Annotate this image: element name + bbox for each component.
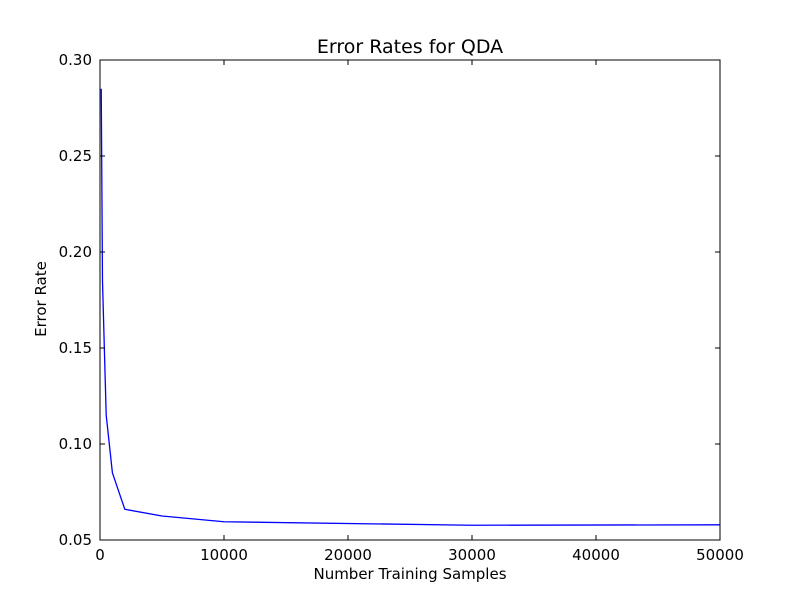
x-tick-label: 10000 xyxy=(200,546,248,564)
x-tick-label: 0 xyxy=(95,546,105,564)
y-tick-label: 0.30 xyxy=(59,51,92,69)
y-tick-label: 0.20 xyxy=(59,243,92,261)
chart-title: Error Rates for QDA xyxy=(317,36,503,58)
plot-frame xyxy=(99,59,721,541)
x-tick-label: 40000 xyxy=(572,546,620,564)
y-tick-label: 0.25 xyxy=(59,147,92,165)
y-tick-label: 0.05 xyxy=(59,531,92,549)
x-tick-label: 20000 xyxy=(324,546,372,564)
x-tick-label: 50000 xyxy=(696,546,744,564)
plot-area-background xyxy=(100,60,720,540)
y-axis-label: Error Rate xyxy=(32,261,50,337)
y-tick-label: 0.10 xyxy=(59,435,92,453)
y-tick-label: 0.15 xyxy=(59,339,92,357)
x-axis-label: Number Training Samples xyxy=(313,565,506,583)
x-tick-label: 30000 xyxy=(448,546,496,564)
series-line-0 xyxy=(100,88,721,526)
